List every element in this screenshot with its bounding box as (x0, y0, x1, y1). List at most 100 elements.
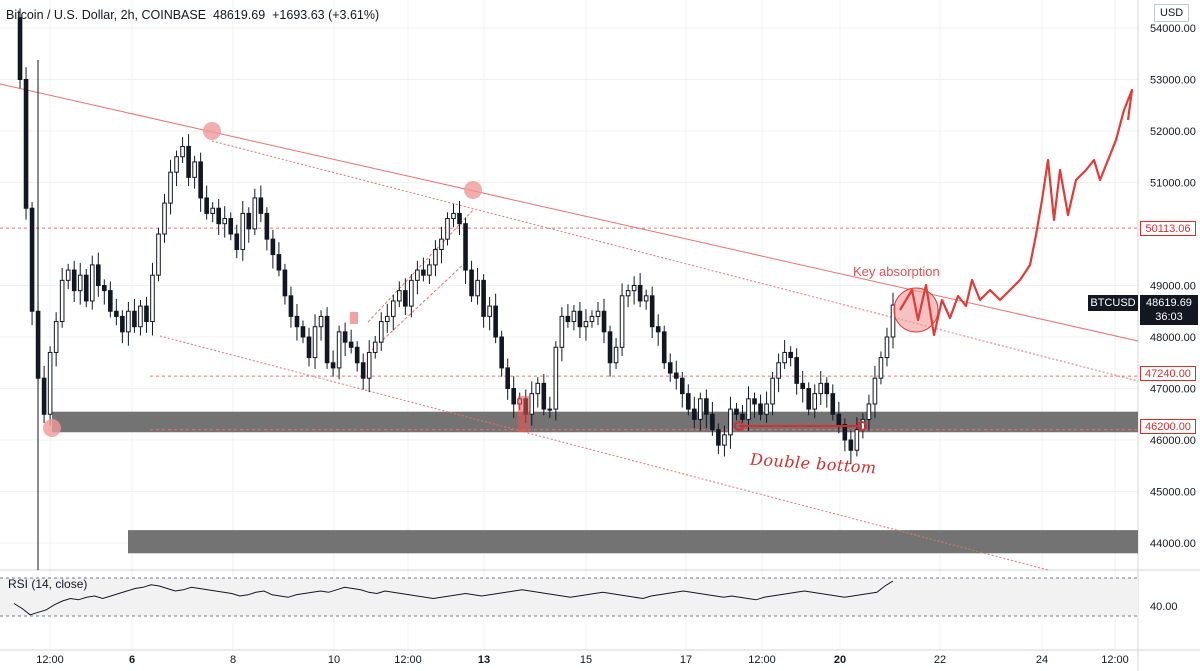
candle-down (794, 357, 799, 384)
candle-up (571, 310, 577, 323)
candle-down (704, 398, 709, 415)
candle-down (752, 398, 757, 405)
candle-down (505, 367, 510, 389)
candle-down (673, 372, 679, 379)
candle-up (631, 285, 637, 292)
level-tag-46200: 46200.00 (1140, 419, 1196, 434)
candle-down (294, 315, 300, 328)
candle-up (553, 346, 559, 410)
candle-up (776, 362, 781, 379)
candle-down (41, 377, 47, 415)
time-tick-label: 12:00 (36, 654, 64, 666)
candle-down (457, 212, 462, 225)
time-tick-label: 12:00 (748, 654, 776, 666)
candle-down (541, 382, 547, 410)
flag-upper-line (367, 208, 475, 323)
candle-down (716, 429, 721, 446)
candle-up (47, 351, 53, 415)
candle-up (210, 207, 215, 214)
time-tick-label: 10 (328, 654, 340, 666)
candle-down (800, 382, 805, 390)
price-tick-label: 53000.00 (1150, 75, 1196, 87)
axis-labels: 54000.00 53000.00 52000.00 51000.00 49000.00… (36, 23, 1196, 666)
price-tick-label: 54000.00 (1150, 23, 1196, 35)
candle-up (764, 403, 769, 415)
last-price-value: 48619.69 (1146, 297, 1192, 309)
candle-up (336, 331, 342, 369)
candle-down (186, 145, 191, 178)
currency-button[interactable]: USD (1154, 4, 1190, 22)
time-tick-label: 12:00 (394, 654, 422, 666)
rsi-tick-label: 40.00 (1150, 601, 1178, 613)
candle-down (463, 223, 468, 271)
time-tick-label: 24 (1036, 654, 1048, 666)
candle-down (234, 233, 240, 250)
candle-down (144, 305, 149, 323)
candle-up (384, 315, 390, 323)
price-tick-label: 47000.00 (1150, 384, 1196, 396)
candle-up (174, 156, 179, 173)
candle-up (487, 305, 492, 317)
last-price-tag: 48619.69 36:03 (1140, 295, 1198, 325)
candle-down (120, 315, 125, 333)
double-bottom-marker (734, 421, 744, 431)
candle-down (282, 269, 288, 297)
candle-down (577, 310, 583, 328)
candle-down (354, 346, 360, 364)
bar-countdown: 36:03 (1155, 311, 1183, 323)
candle-down (108, 290, 113, 312)
candle-up (397, 290, 402, 302)
candle-down (667, 362, 673, 374)
candle-down (348, 341, 354, 348)
symbol-tag: BTCUSD (1088, 295, 1138, 311)
candle-down (132, 310, 137, 328)
swing-high-marker (464, 181, 482, 199)
candle-down (740, 413, 745, 420)
candle-up (366, 351, 372, 379)
time-tick-label: 22 (934, 654, 946, 666)
candle-down (692, 408, 697, 420)
candle-down (246, 212, 252, 230)
candle-down (637, 285, 643, 302)
candle-down (649, 295, 655, 328)
candle-up (583, 321, 589, 328)
candle-down (661, 331, 667, 364)
rsi-label: RSI (14, close) (8, 577, 88, 591)
candle-down (421, 269, 426, 276)
candle-down (848, 439, 854, 451)
candle-down (469, 269, 474, 297)
candle-up (722, 434, 727, 446)
candle-up (872, 377, 878, 405)
candle-down (198, 161, 203, 199)
price-tick-label: 45000.00 (1150, 487, 1196, 499)
candle-up (529, 393, 535, 415)
time-tick-label: 12:00 (1101, 654, 1129, 666)
candle-down (403, 290, 408, 307)
candle-down (601, 310, 607, 333)
last-price: 48619.69 (213, 8, 266, 22)
rsi-line (13, 580, 894, 616)
candle-up (252, 197, 258, 230)
candle-up (854, 429, 860, 451)
swing-low-marker (43, 419, 61, 437)
candle-up (595, 310, 601, 317)
candle-down (824, 382, 830, 395)
candle-up (378, 321, 384, 343)
wick-highlight (350, 312, 358, 324)
candle-down (655, 326, 661, 333)
candle-up (150, 274, 155, 323)
candle-up (180, 145, 185, 158)
trendlines (0, 83, 1139, 571)
price-tick-label: 46000.00 (1150, 435, 1196, 447)
candle-down (679, 377, 685, 395)
candle-down (324, 315, 330, 364)
price-tick-label: 48000.00 (1150, 332, 1196, 344)
candle-up (415, 269, 420, 281)
candle-down (23, 79, 29, 209)
candle-up (547, 408, 553, 411)
candle-down (83, 274, 89, 302)
candle-down (114, 310, 119, 317)
candle-up (126, 310, 131, 333)
